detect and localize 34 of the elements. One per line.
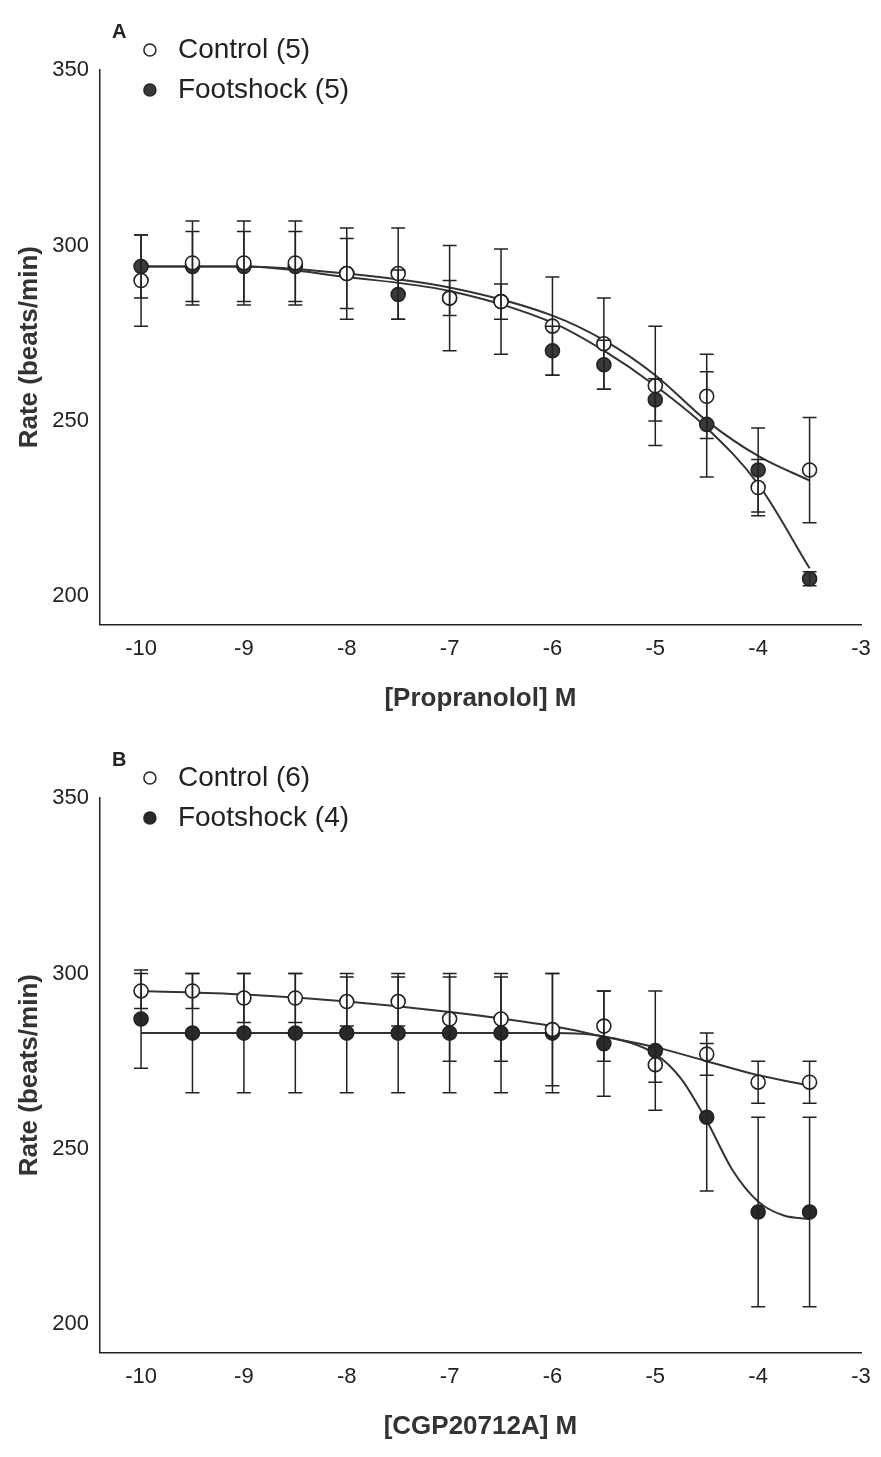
x-axis-title: [Propranolol] M [384,681,577,712]
x-tick-label: -10 [125,1362,157,1388]
y-tick-label: 200 [52,582,89,608]
x-tick-label: -5 [645,1362,666,1388]
legend-label: Control (5) [177,32,311,64]
legend-label: Footshock (4) [177,800,350,832]
x-axis-title: [CGP20712A] M [383,1409,578,1440]
x-tick-label: -7 [439,1362,460,1388]
x-tick-label: -9 [234,1362,254,1388]
y-tick-label: 300 [52,231,89,257]
x-tick-label: -3 [851,1362,871,1388]
chart-title: A [111,19,127,42]
legend-label: Footshock (5) [177,72,350,104]
y-tick-label: 250 [52,406,89,432]
y-tick-label: 300 [52,959,89,985]
x-tick-label: -8 [336,1362,357,1388]
y-tick-label: 250 [52,1134,89,1160]
x-tick-label: -6 [542,634,563,660]
x-tick-label: -6 [542,1362,563,1388]
y-tick-label: 200 [52,1310,89,1336]
x-tick-label: -4 [748,1362,768,1388]
x-tick-label: -9 [234,634,254,660]
x-tick-label: -10 [125,634,157,660]
y-axis-title: Rate (beats/min) [12,246,43,449]
x-tick-label: -3 [851,634,871,660]
x-tick-label: -8 [336,634,357,660]
y-axis-title: Rate (beats/min) [12,974,43,1177]
x-tick-label: -7 [439,634,460,660]
y-tick-label: 350 [52,784,89,810]
y-tick-label: 350 [52,56,89,82]
x-tick-label: -4 [748,634,768,660]
chart-title: B [111,747,127,770]
legend-label: Control (6) [177,760,311,792]
x-tick-label: -5 [645,634,666,660]
